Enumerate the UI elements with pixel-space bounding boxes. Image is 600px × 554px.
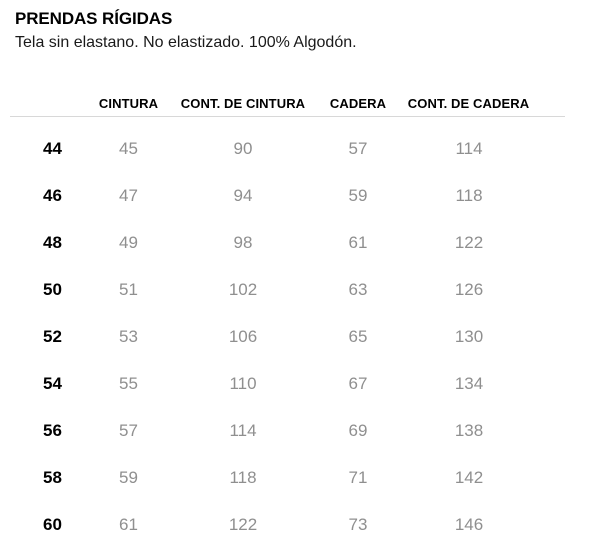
cont-de-cadera-cell: 134 — [454, 373, 484, 393]
cont-de-cintura-cell: 94 — [233, 185, 253, 205]
cadera-cell: 71 — [348, 467, 368, 487]
header-block: PRENDAS RÍGIDAS Tela sin elastano. No el… — [0, 8, 600, 53]
header-row: CINTURA CONT. DE CINTURA CADERA CONT. DE… — [10, 79, 565, 117]
cont-de-cadera-cell: 138 — [454, 420, 484, 440]
cintura-cell: 51 — [119, 279, 138, 299]
table-row: 52 53 106 65 130 — [10, 313, 565, 360]
table-row: 44 45 90 57 114 — [10, 117, 565, 173]
size-cell: 54 — [43, 373, 62, 393]
table-row: 54 55 110 67 134 — [10, 360, 565, 407]
cont-de-cintura-cell: 118 — [229, 467, 257, 487]
cintura-cell: 61 — [119, 514, 138, 534]
size-cell: 56 — [43, 420, 62, 440]
size-table-body: 44 45 90 57 114 46 47 94 59 118 48 49 98… — [10, 117, 565, 549]
cadera-cell: 65 — [348, 326, 368, 346]
table-row: 58 59 118 71 142 — [10, 454, 565, 501]
size-table-header: CINTURA CONT. DE CINTURA CADERA CONT. DE… — [10, 79, 565, 117]
cadera-cell: 61 — [348, 232, 368, 252]
cadera-cell: 63 — [348, 279, 368, 299]
cadera-cell: 67 — [348, 373, 368, 393]
page-subtitle: Tela sin elastano. No elastizado. 100% A… — [15, 34, 357, 51]
cintura-cell: 59 — [119, 467, 138, 487]
cont-de-cintura-cell: 102 — [228, 279, 258, 299]
cont-de-cintura-cell: 98 — [233, 232, 253, 252]
cont-de-cadera-cell: 142 — [454, 467, 484, 487]
cont-de-cintura-cell: 90 — [233, 138, 253, 158]
cont-de-cadera-cell: 126 — [454, 279, 484, 299]
column-header-cont-de-cadera: CONT. DE CADERA — [392, 79, 565, 117]
cont-de-cadera-cell: 118 — [455, 185, 483, 205]
cont-de-cintura-cell: 106 — [228, 326, 258, 346]
cont-de-cadera-cell: 130 — [454, 326, 484, 346]
column-header-cont-de-cintura: CONT. DE CINTURA — [162, 79, 324, 117]
size-cell: 52 — [43, 326, 62, 346]
table-row: 56 57 114 69 138 — [10, 407, 565, 454]
column-header-cintura: CINTURA — [95, 79, 162, 117]
size-cell: 44 — [43, 138, 62, 158]
table-row: 60 61 122 73 146 — [10, 501, 565, 548]
table-row: 48 49 98 61 122 — [10, 219, 565, 266]
size-table: CINTURA CONT. DE CINTURA CADERA CONT. DE… — [10, 79, 565, 548]
size-cell: 46 — [43, 185, 62, 205]
cadera-cell: 69 — [348, 420, 368, 440]
cadera-cell: 57 — [348, 138, 368, 158]
cadera-cell: 73 — [348, 514, 368, 534]
cont-de-cadera-cell: 114 — [455, 138, 483, 158]
cintura-cell: 57 — [119, 420, 138, 440]
cadera-cell: 59 — [348, 185, 368, 205]
table-row: 50 51 102 63 126 — [10, 266, 565, 313]
cintura-cell: 55 — [119, 373, 138, 393]
table-row: 46 47 94 59 118 — [10, 172, 565, 219]
size-column-header — [10, 79, 95, 117]
cont-de-cintura-cell: 122 — [228, 514, 258, 534]
cont-de-cadera-cell: 122 — [454, 232, 484, 252]
size-cell: 60 — [43, 514, 62, 534]
size-cell: 48 — [43, 232, 62, 252]
cont-de-cintura-cell: 110 — [229, 373, 257, 393]
column-header-cadera: CADERA — [324, 79, 392, 117]
cont-de-cintura-cell: 114 — [229, 420, 257, 440]
cintura-cell: 49 — [119, 232, 138, 252]
page-title: PRENDAS RÍGIDAS — [15, 9, 173, 28]
cintura-cell: 45 — [119, 138, 138, 158]
cintura-cell: 53 — [119, 326, 138, 346]
size-cell: 50 — [43, 279, 62, 299]
cont-de-cadera-cell: 146 — [454, 514, 484, 534]
size-cell: 58 — [43, 467, 62, 487]
cintura-cell: 47 — [119, 185, 138, 205]
